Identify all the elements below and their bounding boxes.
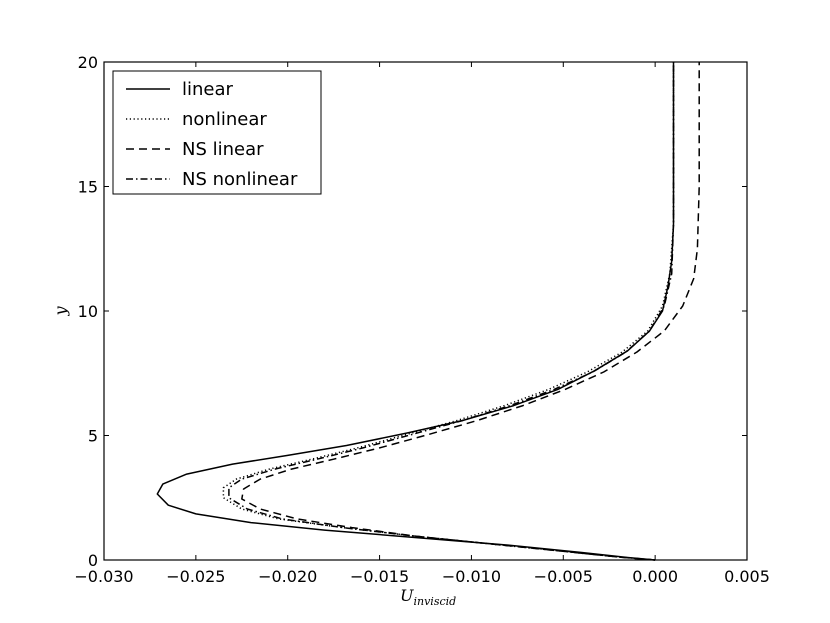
series-line-3 <box>228 62 675 561</box>
y-tick-label: 10 <box>78 302 98 321</box>
y-tick-label: 0 <box>88 551 98 570</box>
legend: linear nonlinear NS linear NS nonlinear <box>112 70 322 195</box>
y-axis-label: y <box>51 306 70 317</box>
x-tick-label: −0.005 <box>534 567 593 586</box>
series-layer <box>156 62 700 561</box>
legend-box <box>112 70 322 195</box>
legend-label-2: NS linear <box>182 139 264 160</box>
legend-label-3: NS nonlinear <box>182 169 298 190</box>
x-tick-label: 0.005 <box>724 567 770 586</box>
y-tick-label: 15 <box>78 178 98 197</box>
x-tick-label: −0.030 <box>74 567 133 586</box>
y-tick-label: 5 <box>88 427 98 446</box>
legend-label-1: nonlinear <box>182 109 267 130</box>
x-tick-label: −0.010 <box>442 567 501 586</box>
legend-label-0: linear <box>182 79 234 100</box>
x-tick-label: −0.020 <box>258 567 317 586</box>
y-tick-label: 20 <box>78 53 98 72</box>
x-tick-label: −0.015 <box>350 567 409 586</box>
tick-layer: −0.030 −0.025 −0.020 −0.015 −0.010 −0.005 0.00… <box>74 53 770 586</box>
x-axis-label: Uinviscid <box>400 586 456 608</box>
x-tick-label: −0.025 <box>166 567 225 586</box>
x-tick-label: 0.000 <box>632 567 678 586</box>
